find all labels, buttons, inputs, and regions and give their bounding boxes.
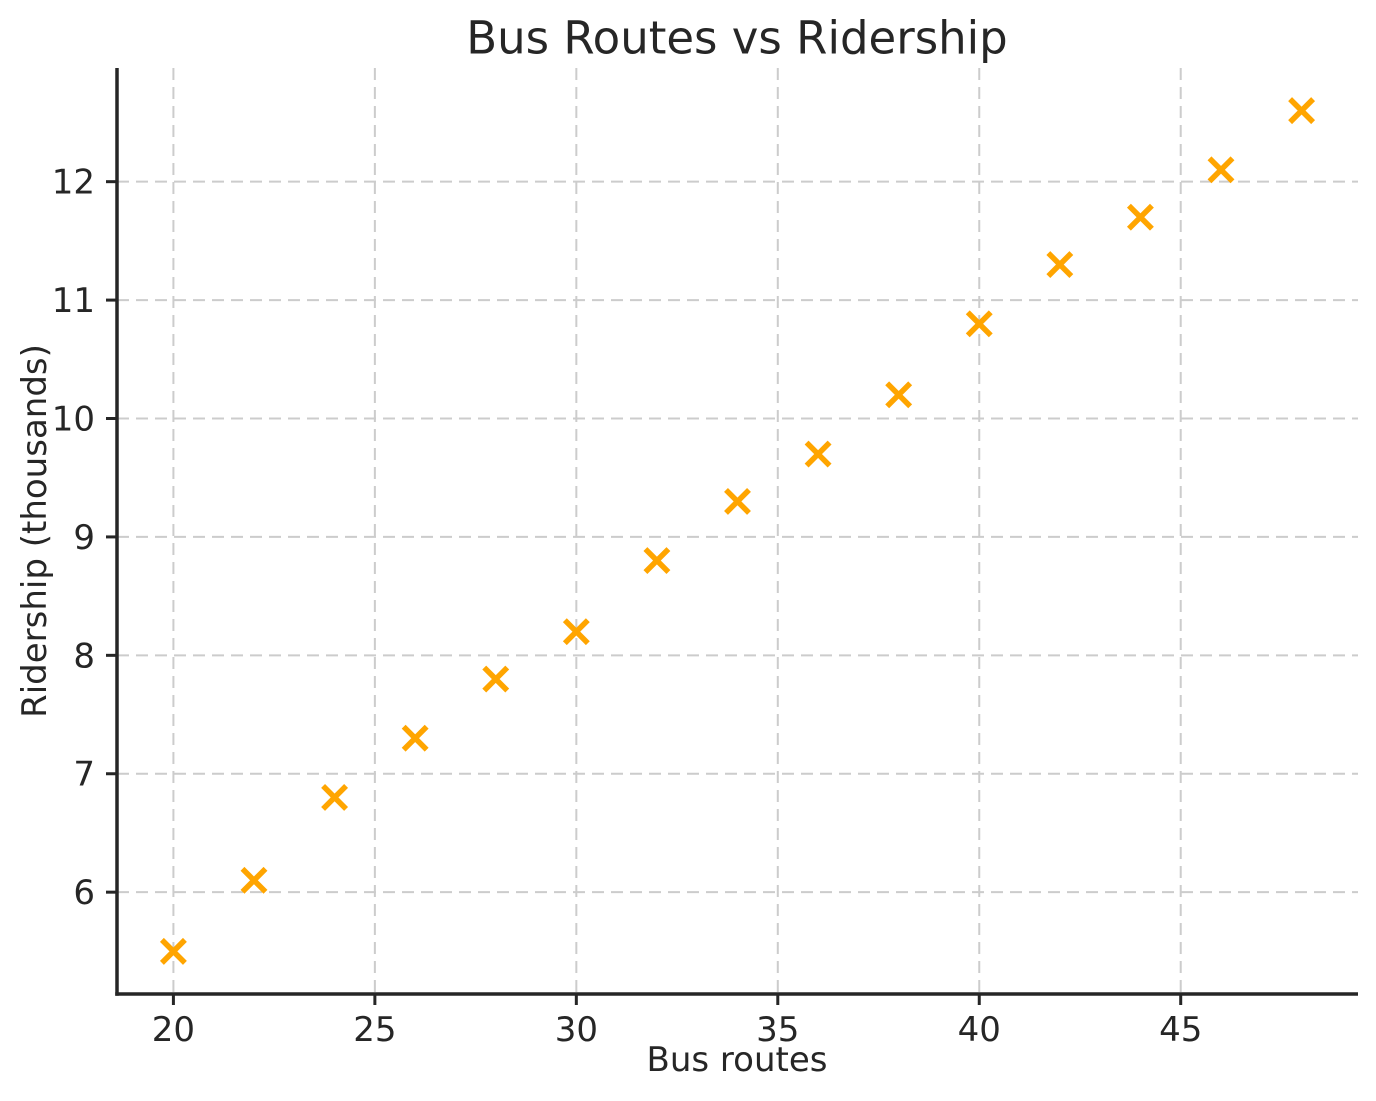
y-tick-label: 10 — [52, 400, 95, 440]
data-point-marker — [643, 547, 671, 575]
data-point-marker — [240, 866, 268, 894]
y-tick-label: 6 — [73, 873, 95, 913]
x-tick-label: 25 — [353, 1010, 396, 1050]
data-point-marker — [1288, 97, 1316, 125]
y-tick-label: 8 — [73, 636, 95, 676]
y-tick-label: 11 — [52, 281, 95, 321]
x-tick-label: 45 — [1159, 1010, 1202, 1050]
data-point-marker — [1046, 251, 1074, 279]
y-axis-label: Ridership (thousands) — [15, 344, 55, 718]
data-point-marker — [562, 618, 590, 646]
data-point-marker — [885, 381, 913, 409]
y-tick-label: 7 — [73, 755, 95, 795]
y-tick-label: 12 — [52, 163, 95, 203]
data-point-marker — [159, 937, 187, 965]
y-tick-label: 9 — [73, 518, 95, 558]
x-tick-label: 35 — [756, 1010, 799, 1050]
x-tick-label: 40 — [958, 1010, 1001, 1050]
data-point-marker — [1126, 203, 1154, 231]
data-point-marker — [482, 665, 510, 693]
chart-title: Bus Routes vs Ridership — [466, 11, 1008, 65]
x-tick-label: 20 — [152, 1010, 195, 1050]
data-point-marker — [1207, 156, 1235, 184]
data-point-marker — [401, 724, 429, 752]
data-point-marker — [965, 310, 993, 338]
data-point-marker — [724, 487, 751, 515]
data-point-marker — [804, 440, 832, 468]
x-axis-label: Bus routes — [646, 1040, 828, 1080]
x-tick-label: 30 — [555, 1010, 598, 1050]
data-point-marker — [321, 783, 349, 811]
